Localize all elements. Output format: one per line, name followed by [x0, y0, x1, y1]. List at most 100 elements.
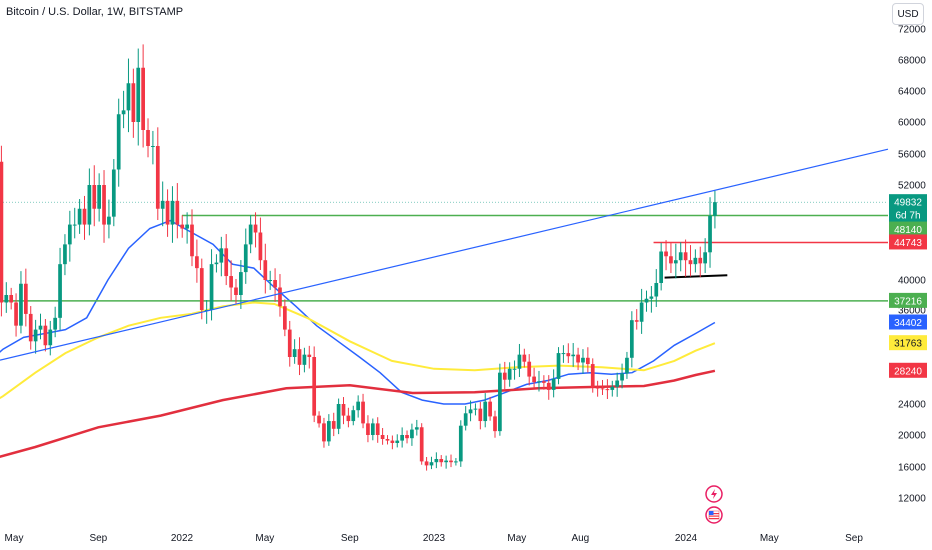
candle-body — [473, 408, 478, 410]
candle-body — [116, 114, 121, 170]
candle-body — [14, 302, 18, 326]
candle-body — [312, 357, 317, 416]
candle-body — [302, 354, 307, 365]
candle-body — [239, 272, 243, 295]
candle-body — [58, 264, 62, 318]
candle-body — [498, 372, 502, 432]
candle-body — [669, 256, 673, 264]
countdown-badge: 6d 7h — [895, 211, 920, 222]
candle-body — [209, 264, 214, 310]
candle-body — [693, 257, 698, 265]
us-flag-event-icon[interactable] — [705, 506, 723, 524]
candle-body — [282, 306, 287, 330]
candle-body — [195, 256, 199, 269]
candle-body — [400, 435, 405, 441]
currency-button[interactable]: USD — [892, 3, 924, 25]
candle-body — [151, 146, 155, 147]
candle-body — [248, 224, 253, 245]
candle-body — [38, 325, 43, 330]
y-tick-label: 20000 — [898, 431, 926, 442]
candle-body — [351, 410, 356, 422]
ma-red-line — [0, 369, 716, 458]
trendlines — [0, 148, 889, 361]
y-tick-label: 60000 — [898, 118, 926, 129]
candle-body — [478, 408, 483, 422]
candle-body — [414, 427, 419, 430]
candle-body — [346, 415, 351, 422]
candle-body — [698, 257, 703, 264]
candle-body — [546, 382, 551, 390]
candle-body — [566, 353, 571, 357]
candle-body — [287, 329, 292, 357]
candle-body — [155, 146, 160, 209]
candle-body — [336, 404, 341, 429]
flash-event-icon[interactable] — [705, 485, 723, 503]
candle-body — [542, 381, 546, 383]
y-tick-label: 64000 — [898, 87, 926, 98]
candle-body — [434, 459, 439, 463]
candle-body — [517, 354, 522, 369]
candle-body — [610, 386, 615, 390]
trendline — [0, 148, 889, 361]
x-tick-label: May — [255, 533, 274, 544]
candle-body — [419, 427, 424, 462]
candle-body — [424, 461, 429, 466]
candle-body — [229, 276, 233, 288]
candle-body — [395, 440, 400, 443]
candle-body — [126, 83, 131, 111]
candle-body — [322, 423, 326, 442]
candle-body — [67, 224, 72, 245]
candle-body — [537, 381, 541, 383]
candles — [0, 44, 717, 471]
candle-body — [615, 380, 620, 387]
candle-body — [82, 208, 87, 225]
candle-body — [19, 283, 23, 326]
level-44743-badge: 44743 — [894, 238, 922, 249]
ma-28240-badge-bg — [889, 362, 927, 378]
candle-body — [175, 200, 180, 225]
candle-body — [33, 329, 38, 342]
candle-body — [654, 283, 659, 297]
candle-body — [629, 320, 634, 358]
candle-body — [507, 368, 512, 380]
candle-body — [53, 317, 58, 330]
candle-body — [234, 287, 238, 295]
candle-body — [600, 388, 605, 390]
candle-body — [72, 224, 77, 226]
candle-body — [107, 216, 111, 225]
y-tick-label: 40000 — [898, 276, 926, 287]
price-badges: 49832 6d 7h 48140 44743 37216 34402 31763 28240 — [889, 194, 927, 378]
x-tick-label: Sep — [341, 533, 359, 544]
candle-body — [688, 260, 693, 265]
moving-averages — [0, 219, 716, 458]
y-tick-label: 52000 — [898, 181, 926, 192]
candle-body — [146, 130, 150, 146]
candle-body — [136, 67, 141, 122]
candle-body — [273, 280, 277, 288]
candle-body — [488, 401, 492, 417]
x-tick-label: 2024 — [675, 533, 698, 544]
x-tick-label: May — [507, 533, 526, 544]
candle-body — [673, 260, 678, 264]
y-tick-label: 12000 — [898, 494, 926, 505]
candle-body — [708, 215, 712, 253]
ma-34402-badge-bg — [889, 314, 927, 330]
candle-body — [243, 244, 248, 273]
last-price-badge: 49832 — [894, 198, 922, 209]
candle-body — [331, 421, 336, 429]
candle-body — [170, 200, 175, 225]
candle-body — [512, 368, 517, 370]
chart-title: Bitcoin / U.S. Dollar, 1W, BITSTAMP — [6, 6, 184, 18]
x-tick-label: 2022 — [171, 533, 194, 544]
candle-body — [410, 429, 414, 439]
candle-body — [190, 224, 194, 257]
level-37216-badge: 37216 — [894, 296, 922, 307]
candle-body — [375, 423, 380, 435]
x-tick-label: Sep — [845, 533, 863, 544]
candle-body — [121, 110, 126, 115]
y-tick-label: 16000 — [898, 463, 926, 474]
candle-body — [571, 354, 576, 357]
y-tick-label: 56000 — [898, 150, 926, 161]
candle-body — [659, 251, 664, 283]
